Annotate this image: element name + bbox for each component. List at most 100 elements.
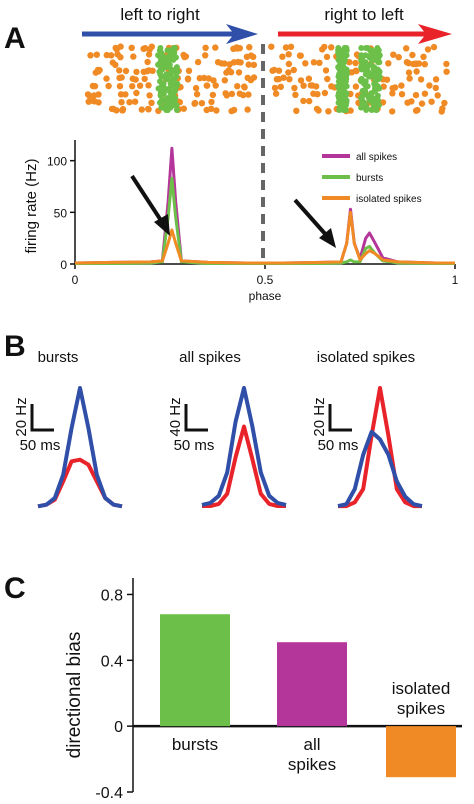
raster-spike <box>116 67 123 74</box>
raster-spike <box>352 83 360 90</box>
raster-burst-spike <box>164 107 171 113</box>
raster-spike <box>141 75 148 83</box>
raster-spike <box>244 74 251 82</box>
raster-spike <box>227 69 235 76</box>
raster-spike <box>86 92 93 100</box>
raster-spike <box>140 45 147 52</box>
raster-spike <box>223 69 230 76</box>
legend-label: all spikes <box>356 152 397 163</box>
raster-burst-spike <box>163 76 170 82</box>
tuning-curve-right-to-left <box>202 424 286 508</box>
raster-spike <box>118 99 125 106</box>
raster-spike <box>421 90 429 97</box>
raster-spike <box>95 99 102 106</box>
raster-spike <box>321 89 329 97</box>
raster-spike <box>148 99 155 107</box>
raster-spike <box>228 107 235 115</box>
tuning-title: all spikes <box>179 349 241 366</box>
raster-spike <box>145 51 153 58</box>
raster-burst-spike <box>157 99 163 106</box>
bar-bursts <box>160 614 230 727</box>
raster-spike <box>297 77 305 84</box>
spike-raster <box>84 43 450 115</box>
raster-spike <box>245 91 252 98</box>
raster-spike <box>146 46 153 53</box>
raster-spike <box>389 90 396 97</box>
raster-spike <box>272 90 280 97</box>
direction-arrow-left-to-right: left to right <box>82 5 258 44</box>
annotation-arrow-1 <box>130 174 170 236</box>
raster-burst-spike <box>363 83 369 90</box>
category-label: isolated <box>392 679 451 698</box>
raster-spike <box>291 84 298 92</box>
tuning-curve-left-to-right <box>337 429 423 509</box>
raster-spike <box>297 52 304 59</box>
raster-burst-spike <box>336 107 343 113</box>
bar-isolated-spikes <box>386 726 456 778</box>
raster-spike <box>145 106 152 113</box>
category-label: bursts <box>172 735 218 754</box>
raster-spike <box>412 91 420 99</box>
raster-spike <box>191 100 199 107</box>
y-tick-label: 0.8 <box>101 587 123 604</box>
scale-bar-amplitude: 20 Hz <box>311 397 328 436</box>
raster-burst-spike <box>342 78 349 85</box>
raster-spike <box>112 61 119 69</box>
raster-spike <box>184 76 192 83</box>
raster-spike <box>268 43 275 50</box>
raster-spike <box>196 75 203 82</box>
raster-spike <box>430 43 438 51</box>
raster-spike <box>285 60 293 68</box>
raster-spike <box>95 68 102 75</box>
panel-letter-b: B <box>4 330 26 363</box>
raster-spike <box>348 69 355 76</box>
direction-label-right-to-left: right to left <box>324 5 404 24</box>
raster-spike <box>441 99 448 107</box>
raster-spike <box>241 83 248 90</box>
raster-spike <box>105 82 112 90</box>
raster-spike <box>117 91 125 98</box>
raster-spike <box>90 92 98 99</box>
raster-spike <box>420 53 427 60</box>
panel-letter-a: A <box>4 22 26 55</box>
y-tick-label: 0 <box>114 719 123 736</box>
raster-spike <box>286 76 293 83</box>
raster-spike <box>405 60 412 67</box>
raster-spike <box>129 83 136 90</box>
raster-spike <box>144 58 151 66</box>
raster-burst-spike <box>375 59 382 66</box>
raster-spike <box>89 82 97 90</box>
raster-spike <box>285 51 292 58</box>
raster-spike <box>277 83 284 91</box>
raster-spike <box>347 107 354 114</box>
y-tick-label: 0.4 <box>101 653 123 670</box>
raster-spike <box>250 53 257 61</box>
raster-spike <box>313 83 320 90</box>
raster-spike <box>398 82 405 89</box>
raster-spike <box>93 51 101 58</box>
raster-spike <box>234 45 241 52</box>
scale-bar-time: 50 ms <box>174 437 215 454</box>
scale-bar-amplitude: 40 Hz <box>167 397 184 436</box>
legend: all spikes bursts isolated spikes <box>322 152 422 205</box>
raster-spike <box>203 106 210 114</box>
tuning-title: bursts <box>38 349 79 366</box>
raster-spike <box>146 92 153 99</box>
raster-spike <box>108 105 116 113</box>
category-label: all <box>303 735 320 754</box>
raster-burst-spike <box>370 56 377 63</box>
raster-spike <box>292 91 299 99</box>
raster-spike <box>129 75 136 82</box>
raster-spike <box>287 43 295 50</box>
raster-burst-spike <box>358 45 365 51</box>
raster-spike <box>322 67 330 74</box>
raster-spike <box>131 98 139 105</box>
raster-spike <box>418 100 426 107</box>
raster-spike <box>245 61 252 68</box>
series-line-isolated-spikes <box>74 210 455 265</box>
raster-spike <box>314 91 321 98</box>
raster-spike <box>300 82 307 89</box>
raster-spike <box>128 44 135 51</box>
raster-spike <box>426 82 433 89</box>
